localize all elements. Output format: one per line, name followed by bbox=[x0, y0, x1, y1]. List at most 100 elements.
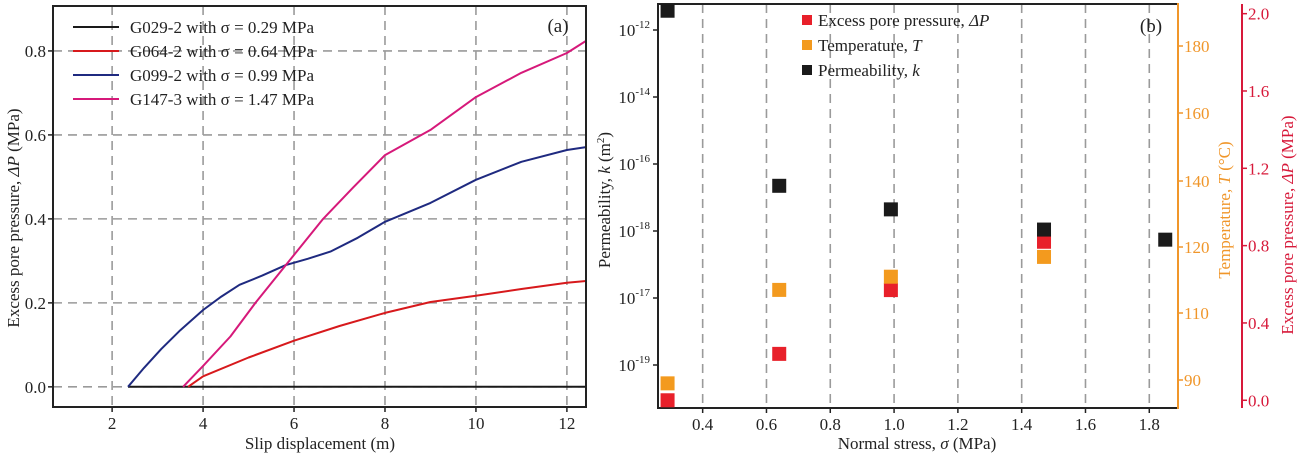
x-tick-label: 1.6 bbox=[1075, 415, 1096, 434]
data-point-permeability bbox=[772, 178, 787, 193]
x-tick-label: 1.8 bbox=[1139, 415, 1160, 434]
data-point-pore-pressure bbox=[660, 393, 675, 408]
permeability-axis-label-suffix: (m bbox=[595, 143, 614, 166]
legend-entry-prefix: Permeability, bbox=[818, 61, 912, 80]
temperature-axis-label: Temperature, T (°C) bbox=[1215, 141, 1234, 278]
tick-base: 10 bbox=[618, 289, 635, 308]
data-point-permeability bbox=[883, 202, 898, 217]
permeability-tick-label: 10-19 bbox=[618, 354, 650, 375]
panel-a-y-axis-label-symbol: ΔP bbox=[4, 156, 23, 177]
x-tick-label: 1.4 bbox=[1011, 415, 1033, 434]
pore-pressure-tick-label: 1.6 bbox=[1248, 82, 1269, 101]
pore-pressure-tick-label: 2.0 bbox=[1248, 5, 1269, 24]
legend-entry: G064-2 with σ = 0.64 MPa bbox=[130, 42, 314, 61]
y-tick-label: 0.4 bbox=[25, 210, 47, 229]
legend-entry: Excess pore pressure, ΔP bbox=[818, 11, 989, 30]
data-point-pore-pressure bbox=[772, 346, 787, 361]
pore-pressure-axis-label-symbol: ΔP bbox=[1278, 163, 1297, 184]
x-tick-label: 0.6 bbox=[756, 415, 777, 434]
panel-b-x-axis-label-prefix: Normal stress, bbox=[838, 434, 940, 453]
panel-b: 0.4 0.6 0.8 1.0 1.2 1.4 1.6 1.8 10-1210-1410-16… bbox=[595, 3, 1297, 453]
pore-pressure-axis-label-prefix: Excess pore pressure, bbox=[1278, 184, 1297, 335]
permeability-tick-label: 10-12 bbox=[618, 19, 650, 40]
legend-entry-symbol: T bbox=[912, 36, 923, 55]
tick-base: 10 bbox=[618, 21, 635, 40]
x-tick-label: 1.0 bbox=[883, 415, 904, 434]
x-tick-label: 8 bbox=[381, 414, 390, 433]
panel-b-frame bbox=[657, 3, 1178, 409]
y-tick-label: 0.0 bbox=[25, 378, 46, 397]
legend-entry-prefix: Temperature, bbox=[818, 36, 912, 55]
data-point-temperature bbox=[1037, 249, 1052, 264]
panel-a-y-axis-label-prefix: Excess pore pressure, bbox=[4, 177, 23, 328]
legend-entry: G147-3 with σ = 1.47 MPa bbox=[130, 90, 314, 109]
pore-pressure-tick-label: 0.8 bbox=[1248, 237, 1269, 256]
x-tick-label: 4 bbox=[199, 414, 208, 433]
data-point-pore-pressure bbox=[1037, 234, 1052, 249]
tick-exponent: -18 bbox=[635, 220, 650, 232]
permeability-tick-label: 10-16 bbox=[618, 153, 650, 174]
panel-b-label: (b) bbox=[1140, 16, 1162, 37]
tick-base: 10 bbox=[618, 222, 635, 241]
x-tick-label: 0.4 bbox=[692, 415, 714, 434]
legend-entry-symbol: ΔP bbox=[968, 11, 989, 30]
temperature-axis-ticks: 180 160 140 120 110 90 bbox=[1178, 37, 1210, 390]
legend-swatch bbox=[802, 15, 812, 25]
panel-b-x-axis-label-suffix: (MPa) bbox=[949, 434, 997, 453]
y-tick-label: 0.8 bbox=[25, 42, 46, 61]
tick-base: 10 bbox=[618, 88, 635, 107]
panel-a-grid bbox=[53, 6, 586, 407]
x-tick-label: 0.8 bbox=[820, 415, 841, 434]
data-point-temperature bbox=[883, 269, 898, 284]
legend-entry: G099-2 with σ = 0.99 MPa bbox=[130, 66, 314, 85]
temperature-tick-label: 160 bbox=[1184, 104, 1210, 123]
temperature-tick-label: 120 bbox=[1184, 238, 1210, 257]
pore-pressure-axis-label-suffix: (MPa) bbox=[1278, 115, 1297, 163]
tick-exponent: -16 bbox=[635, 153, 650, 165]
tick-exponent: -19 bbox=[635, 354, 650, 366]
panel-a-legend: G029-2 with σ = 0.29 MPa G064-2 with σ = … bbox=[73, 18, 314, 109]
permeability-axis-label-end: ) bbox=[595, 132, 614, 138]
permeability-tick-label: 10-14 bbox=[618, 86, 650, 107]
legend-entry: Permeability, k bbox=[818, 61, 920, 80]
x-tick-label: 1.2 bbox=[947, 415, 968, 434]
panel-a: 2 4 6 8 10 12 0.0 0.2 0.4 0.6 0.8 Slip displaceme… bbox=[4, 5, 587, 453]
series-line bbox=[182, 40, 587, 388]
data-point-temperature bbox=[660, 376, 675, 391]
pore-pressure-tick-label: 0.4 bbox=[1248, 314, 1270, 333]
series-line bbox=[187, 280, 587, 388]
temperature-axis-label-suffix: (°C) bbox=[1215, 141, 1234, 175]
temperature-tick-label: 90 bbox=[1184, 371, 1201, 390]
tick-base: 10 bbox=[618, 356, 635, 375]
legend-entry: Temperature, T bbox=[818, 36, 923, 55]
panel-a-x-ticks: 2 4 6 8 10 12 bbox=[108, 407, 575, 433]
data-point-permeability bbox=[1158, 232, 1173, 247]
permeability-axis-label-sup: 2 bbox=[595, 138, 607, 144]
legend-entry-symbol: k bbox=[912, 61, 920, 80]
data-point-permeability bbox=[1037, 222, 1052, 237]
permeability-axis-label-symbol: k bbox=[595, 166, 614, 174]
x-tick-label: 10 bbox=[467, 414, 484, 433]
panel-a-y-axis-label-suffix: (MPa) bbox=[4, 108, 23, 156]
panel-a-frame bbox=[52, 5, 587, 408]
panel-b-x-ticks: 0.4 0.6 0.8 1.0 1.2 1.4 1.6 1.8 bbox=[692, 408, 1160, 434]
panel-a-x-axis-label: Slip displacement (m) bbox=[245, 434, 395, 453]
temperature-axis-label-prefix: Temperature, bbox=[1215, 185, 1234, 279]
pore-pressure-tick-label: 0.0 bbox=[1248, 391, 1269, 410]
series-line bbox=[127, 146, 587, 388]
panel-b-points bbox=[660, 3, 1173, 408]
x-tick-label: 2 bbox=[108, 414, 117, 433]
pore-pressure-axis-ticks: 0.0 0.4 0.8 1.2 1.6 2.0 bbox=[1242, 5, 1270, 410]
legend-entry: G029-2 with σ = 0.29 MPa bbox=[130, 18, 314, 37]
pore-pressure-axis-label: Excess pore pressure, ΔP (MPa) bbox=[1278, 115, 1297, 334]
legend-swatch bbox=[802, 65, 812, 75]
panel-a-y-ticks: 0.0 0.2 0.4 0.6 0.8 bbox=[25, 42, 53, 397]
permeability-tick-label: 10-17 bbox=[618, 287, 650, 308]
legend-swatch bbox=[802, 40, 812, 50]
data-point-temperature bbox=[772, 282, 787, 297]
y-tick-label: 0.2 bbox=[25, 294, 46, 313]
tick-exponent: -14 bbox=[635, 86, 650, 98]
